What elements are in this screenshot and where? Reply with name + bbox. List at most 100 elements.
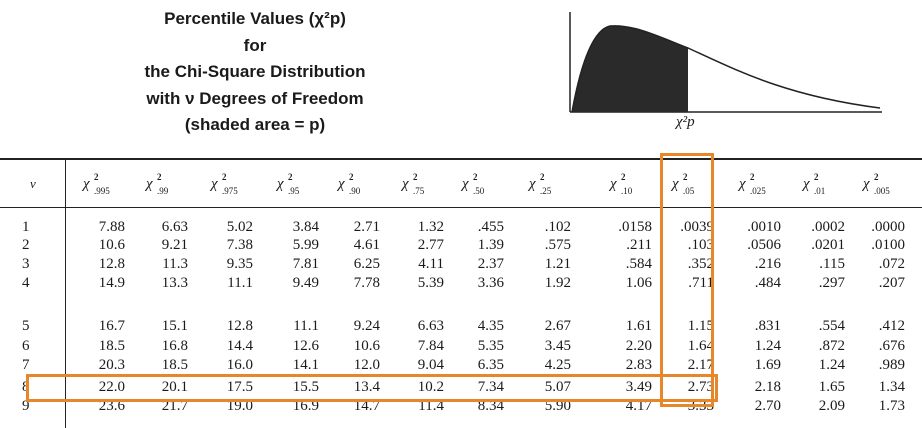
table-cell: .554 <box>818 318 845 334</box>
table-row: 2 10.6 9.21 7.38 5.99 4.61 2.77 1.39 .575 .211 .10… <box>0 237 922 255</box>
column-header: χ 2.95 <box>277 172 300 196</box>
column-header: χ 2.995 <box>83 172 110 196</box>
table-cell: 14.9 <box>98 275 125 291</box>
column-header: χ 2.01 <box>803 172 826 196</box>
table-cell: .412 <box>878 318 905 334</box>
table-cell: 16.7 <box>98 318 125 334</box>
column-header: χ 2.50 <box>462 172 485 196</box>
table-row: 7 20.3 18.5 16.0 14.1 12.0 9.04 6.35 4.25 2.83 2.1… <box>0 357 922 375</box>
table-cell: 11.1 <box>227 275 253 291</box>
table-cell: 7.88 <box>98 219 125 235</box>
table-cell: .352 <box>687 256 714 272</box>
table-cell: 2.70 <box>754 398 781 414</box>
table-cell: 9.24 <box>353 318 380 334</box>
curve-x-label: χ²p <box>676 114 695 130</box>
table-cell: 5.07 <box>544 379 571 395</box>
title-line-4: with ν Degrees of Freedom <box>146 88 364 108</box>
table-cell: 2.09 <box>818 398 845 414</box>
nu-header: ν <box>30 176 36 191</box>
column-header: χ 2.005 <box>863 172 890 196</box>
column-header: χ 2.025 <box>739 172 766 196</box>
table-cell: 17.5 <box>226 379 253 395</box>
table-cell: 2.73 <box>687 379 714 395</box>
table-cell: 1.32 <box>417 219 444 235</box>
table-cell: 12.6 <box>292 338 319 354</box>
chi-square-curve-figure <box>569 12 882 113</box>
row-nu: 3 <box>22 256 30 272</box>
table-cell: 3.49 <box>625 379 652 395</box>
table-cell: .0506 <box>747 237 781 253</box>
table-cell: 2.77 <box>417 237 444 253</box>
table-cell: 7.38 <box>226 237 253 253</box>
table-cell: 4.17 <box>625 398 652 414</box>
table-cell: 9.21 <box>161 237 188 253</box>
column-header: χ 2.25 <box>529 172 552 196</box>
table-cell: .575 <box>544 237 571 253</box>
table-cell: 5.02 <box>226 219 253 235</box>
table-cell: 4.11 <box>418 256 444 272</box>
table-cell: 5.35 <box>477 338 504 354</box>
column-header: χ 2.975 <box>211 172 238 196</box>
row-nu: 8 <box>22 379 30 395</box>
table-cell: 9.49 <box>292 275 319 291</box>
title-line-2: for <box>243 35 267 55</box>
table-cell: 1.61 <box>625 318 652 334</box>
table-cell: 18.5 <box>161 357 188 373</box>
table-cell: 3.84 <box>292 219 319 235</box>
table-cell: 14.1 <box>292 357 319 373</box>
table-row: 4 14.9 13.3 11.1 9.49 7.78 5.39 3.36 1.92 1.06 .71… <box>0 275 922 293</box>
table-cell: 11.3 <box>162 256 188 272</box>
table-cell: 1.24 <box>754 338 781 354</box>
table-cell: .0002 <box>811 219 845 235</box>
title-line-5: (shaded area = p) <box>184 115 326 134</box>
table-top-rule <box>0 158 922 160</box>
table-cell: 4.61 <box>353 237 380 253</box>
row-nu: 9 <box>22 398 30 414</box>
table-cell: 1.64 <box>687 338 714 354</box>
table-cell: .831 <box>754 318 781 334</box>
table-cell: .0100 <box>871 237 905 253</box>
table-cell: 23.6 <box>98 398 125 414</box>
table-cell: .207 <box>878 275 905 291</box>
table-cell: 15.1 <box>161 318 188 334</box>
table-cell: 10.2 <box>417 379 444 395</box>
table-cell: 1.34 <box>878 379 905 395</box>
table-cell: 8.34 <box>477 398 504 414</box>
table-cell: .0010 <box>747 219 781 235</box>
table-cell: 11.1 <box>293 318 319 334</box>
row-nu: 2 <box>22 237 30 253</box>
density-curve <box>571 25 881 113</box>
table-cell: 6.35 <box>477 357 504 373</box>
table-cell: 18.5 <box>98 338 125 354</box>
table-cell: .584 <box>625 256 652 272</box>
table-cell: 21.7 <box>161 398 188 414</box>
table-cell: .455 <box>477 219 504 235</box>
row-nu: 7 <box>22 357 30 373</box>
table-cell: 2.67 <box>544 318 571 334</box>
table-cell: .297 <box>818 275 845 291</box>
column-header: χ 2.90 <box>338 172 361 196</box>
table-cell: 4.25 <box>544 357 571 373</box>
table-cell: .989 <box>878 357 905 373</box>
table-cell: 19.0 <box>226 398 253 414</box>
table-cell: 1.24 <box>818 357 845 373</box>
table-cell: 7.78 <box>353 275 380 291</box>
table-cell: 20.1 <box>161 379 188 395</box>
title-line-3: the Chi-Square Distribution <box>144 62 366 81</box>
table-cell: 3.45 <box>544 338 571 354</box>
table-cell: .072 <box>878 256 905 272</box>
table-cell: .216 <box>754 256 781 272</box>
table-row: 3 12.8 11.3 9.35 7.81 6.25 4.11 2.37 1.21 .584 .35… <box>0 256 922 274</box>
table-row: 6 18.5 16.8 14.4 12.6 10.6 7.84 5.35 3.45 2.20 1.6… <box>0 338 922 356</box>
table-cell: 5.99 <box>292 237 319 253</box>
table-cell: 9.04 <box>417 357 444 373</box>
table-cell: 5.39 <box>417 275 444 291</box>
column-header: χ 2.05 <box>672 172 695 196</box>
title-line-1: Percentile Values (χ²p) <box>164 9 346 28</box>
table-row: 8 22.0 20.1 17.5 15.5 13.4 10.2 7.34 5.07 3.49 2.7… <box>0 379 922 397</box>
table-cell: 1.15 <box>687 318 714 334</box>
table-cell: 2.17 <box>687 357 714 373</box>
table-cell: .676 <box>878 338 905 354</box>
table-cell: 2.20 <box>625 338 652 354</box>
table-cell: 20.3 <box>98 357 125 373</box>
